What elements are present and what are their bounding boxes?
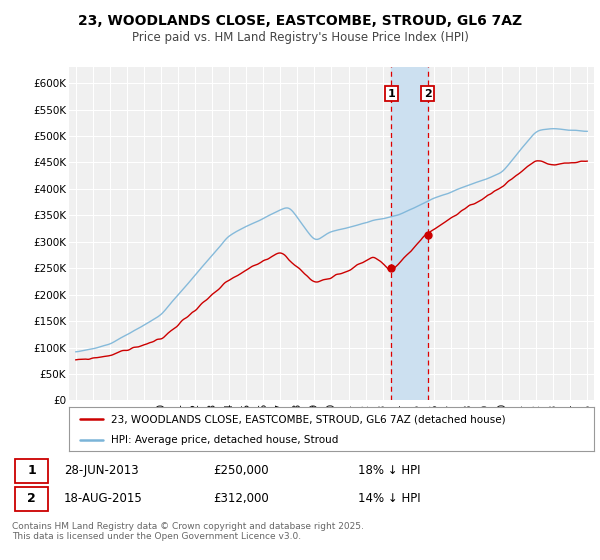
Text: 18% ↓ HPI: 18% ↓ HPI [358, 464, 420, 477]
Text: Price paid vs. HM Land Registry's House Price Index (HPI): Price paid vs. HM Land Registry's House … [131, 31, 469, 44]
Text: £250,000: £250,000 [214, 464, 269, 477]
Text: 14% ↓ HPI: 14% ↓ HPI [358, 492, 420, 506]
Text: 23, WOODLANDS CLOSE, EASTCOMBE, STROUD, GL6 7AZ (detached house): 23, WOODLANDS CLOSE, EASTCOMBE, STROUD, … [111, 414, 506, 424]
FancyBboxPatch shape [15, 459, 48, 483]
Text: £312,000: £312,000 [214, 492, 269, 506]
FancyBboxPatch shape [15, 487, 48, 511]
Text: HPI: Average price, detached house, Stroud: HPI: Average price, detached house, Stro… [111, 435, 338, 445]
Text: 1: 1 [387, 88, 395, 99]
Text: 2: 2 [424, 88, 431, 99]
Text: Contains HM Land Registry data © Crown copyright and database right 2025.
This d: Contains HM Land Registry data © Crown c… [12, 522, 364, 542]
Text: 2: 2 [27, 492, 36, 506]
Text: 23, WOODLANDS CLOSE, EASTCOMBE, STROUD, GL6 7AZ: 23, WOODLANDS CLOSE, EASTCOMBE, STROUD, … [78, 14, 522, 28]
Text: 28-JUN-2013: 28-JUN-2013 [64, 464, 139, 477]
Text: 18-AUG-2015: 18-AUG-2015 [64, 492, 143, 506]
Bar [391, 67, 428, 400]
Text: 1: 1 [27, 464, 36, 477]
